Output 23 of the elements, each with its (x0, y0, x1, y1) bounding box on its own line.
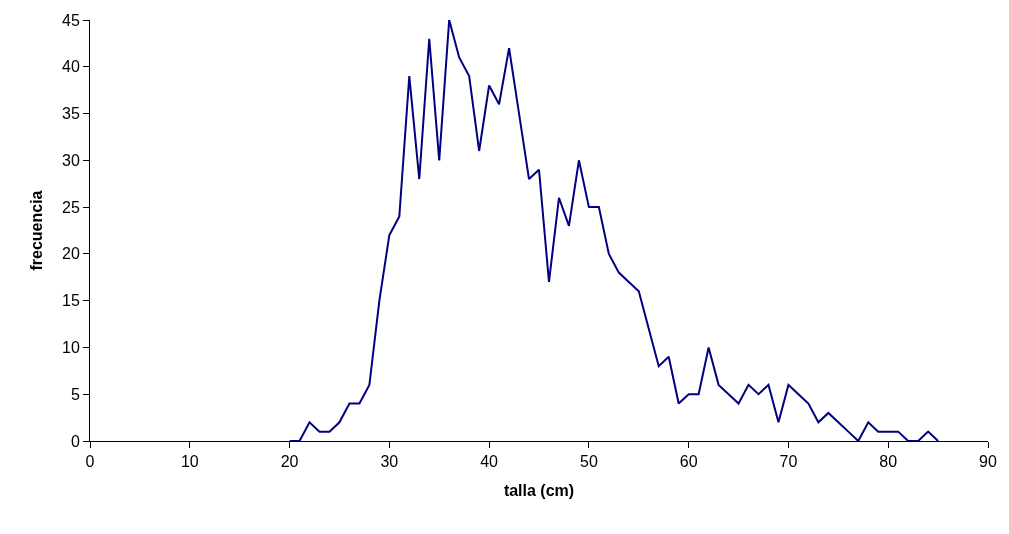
x-tick-label: 90 (979, 453, 997, 471)
y-tick-label: 5 (70, 385, 80, 403)
y-tick-label: 45 (62, 11, 80, 29)
x-tick-label: 30 (380, 453, 399, 471)
x-tick-label: 20 (280, 453, 299, 471)
x-tick-label: 50 (579, 453, 598, 471)
line-series (288, 20, 940, 441)
y-tick-label: 10 (62, 339, 80, 357)
y-axis-title: frecuencia (27, 190, 45, 271)
y-tick-label: 20 (62, 245, 80, 263)
y-tick-label: 30 (62, 151, 80, 169)
y-tick-label: 35 (62, 105, 80, 123)
y-tick-label: 40 (62, 58, 80, 76)
x-tick-label: 70 (779, 453, 798, 471)
x-tick-label: 80 (879, 453, 898, 471)
y-tick-label: 25 (62, 198, 80, 216)
x-tick-label: 0 (85, 453, 95, 471)
y-tick-label: 15 (62, 292, 80, 310)
x-tick-label: 10 (180, 453, 199, 471)
x-tick-label: 60 (679, 453, 698, 471)
x-axis-title: talla (cm) (503, 481, 575, 499)
y-tick-label: 0 (70, 432, 80, 450)
x-tick-label: 40 (480, 453, 499, 471)
